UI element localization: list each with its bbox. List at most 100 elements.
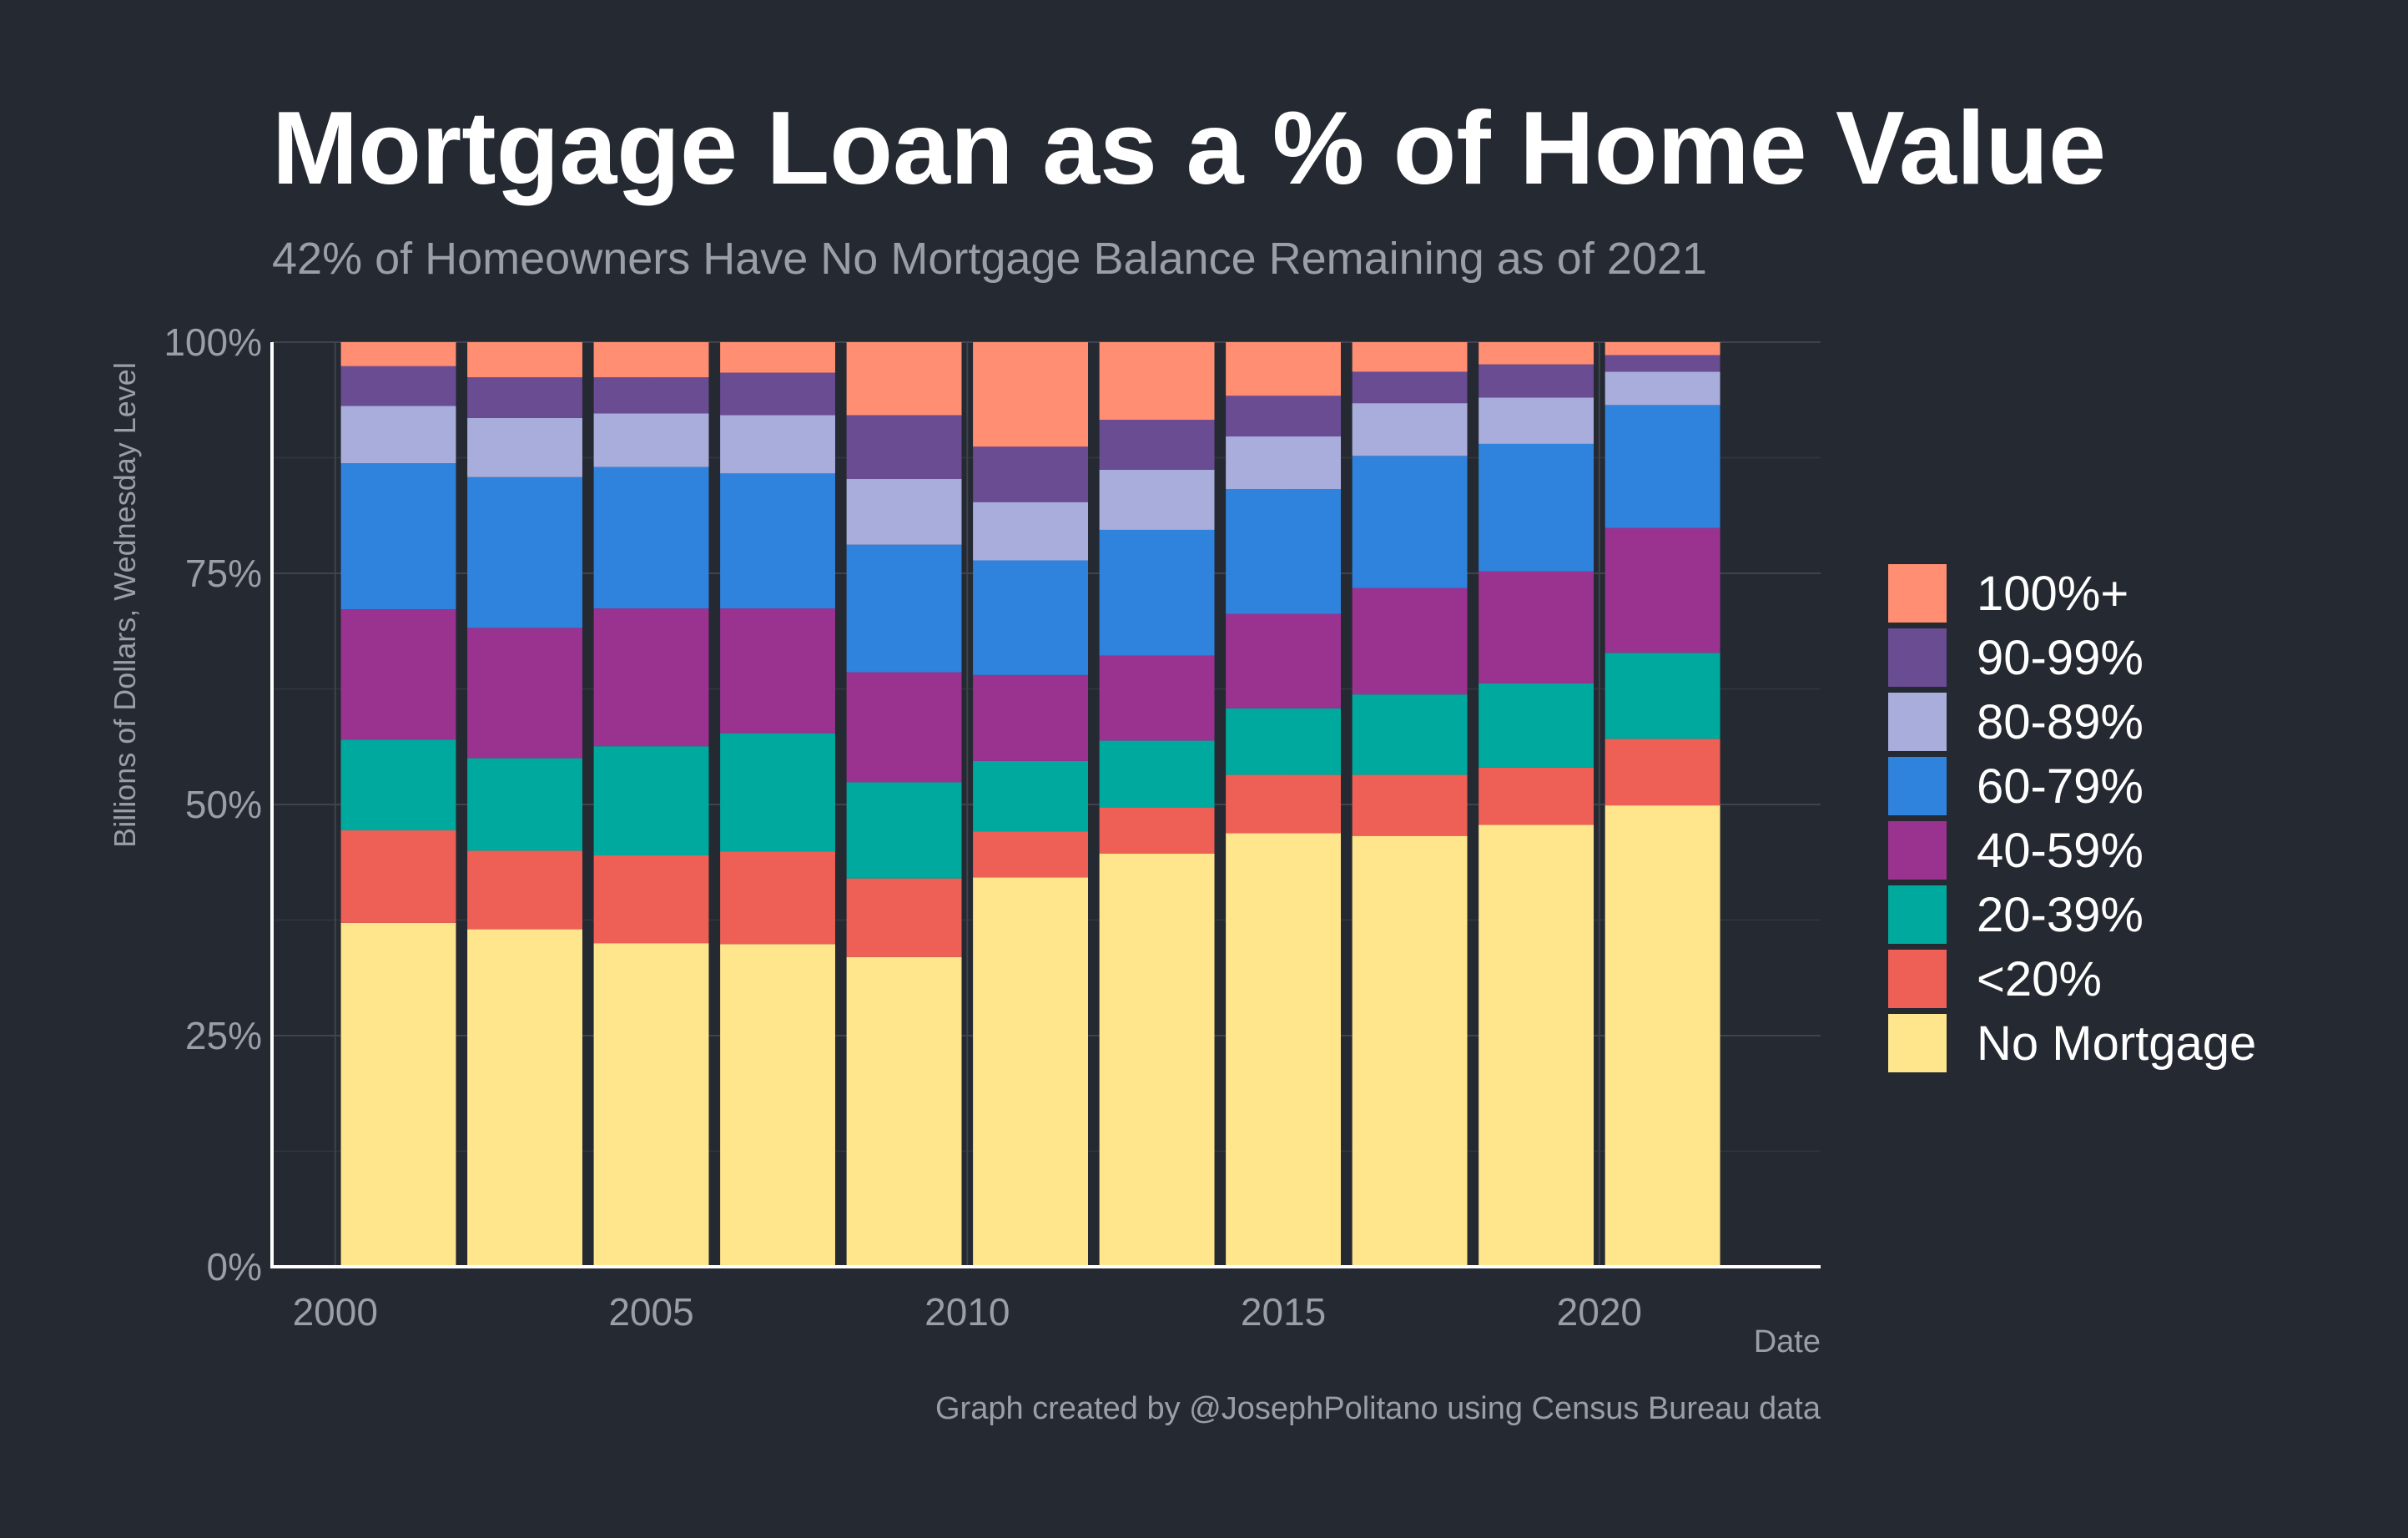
bar-segment <box>1352 835 1468 1267</box>
y-axis-title: Billions of Dollars, Wednesday Level <box>108 362 142 848</box>
bar-segment <box>467 850 582 930</box>
bar-segment <box>720 473 835 609</box>
bar-segment <box>467 477 582 628</box>
bar-segment <box>593 746 709 855</box>
y-tick-label: 100% <box>164 320 262 364</box>
bar-segment <box>720 372 835 416</box>
bar-segment <box>1604 805 1720 1267</box>
x-tick-label: 2020 <box>1557 1290 1642 1334</box>
bar-segment <box>593 342 709 378</box>
legend-swatch <box>1888 564 1947 623</box>
bar-segment <box>1604 355 1720 372</box>
x-axis-title: Date <box>1754 1324 1821 1359</box>
bar-segment <box>1604 739 1720 806</box>
legend-swatch <box>1888 821 1947 880</box>
legend-label: 60-79% <box>1977 759 2144 814</box>
bar-segment <box>973 446 1088 502</box>
legend-label: 40-59% <box>1977 824 2144 878</box>
x-tick-label: 2015 <box>1241 1290 1326 1334</box>
bar-segment <box>1099 469 1215 530</box>
bar-segment <box>1604 342 1720 356</box>
bar-segment <box>593 466 709 609</box>
bar-segment <box>340 366 456 406</box>
bar-segment <box>846 956 962 1267</box>
legend-label: <20% <box>1977 952 2102 1006</box>
x-tick-label: 2000 <box>293 1290 378 1334</box>
bar-segment <box>1226 396 1342 437</box>
bar-segment <box>973 560 1088 675</box>
bar-segment <box>846 878 962 957</box>
bar-segment <box>467 377 582 418</box>
bar-segment <box>720 342 835 373</box>
bar-segment <box>467 628 582 759</box>
bar-segment <box>973 877 1088 1267</box>
bar-segment <box>1479 342 1594 365</box>
bar-segment <box>340 463 456 610</box>
bars <box>340 342 1720 1267</box>
bar-segment <box>593 608 709 747</box>
bar-segment <box>593 943 709 1267</box>
bar-segment <box>1352 587 1468 695</box>
bar-segment <box>1226 708 1342 775</box>
legend-label: 90-99% <box>1977 631 2144 685</box>
legend-swatch <box>1888 950 1947 1008</box>
bar-segment <box>1352 342 1468 372</box>
bar-segment <box>1226 436 1342 490</box>
bar-segment <box>973 760 1088 832</box>
chart-caption: Graph created by @JosephPolitano using C… <box>935 1391 1821 1426</box>
bar-segment <box>846 544 962 673</box>
bar-segment <box>340 342 456 366</box>
y-tick-label: 0% <box>207 1245 262 1288</box>
bar-segment <box>846 782 962 879</box>
bar-segment <box>720 415 835 474</box>
legend-swatch <box>1888 628 1947 687</box>
bar-segment <box>973 831 1088 878</box>
bar-segment <box>1099 655 1215 741</box>
bar-segment <box>1226 774 1342 834</box>
legend-swatch <box>1888 1014 1947 1072</box>
bar-segment <box>846 415 962 479</box>
bar-segment <box>1226 489 1342 614</box>
chart-subtitle: 42% of Homeowners Have No Mortgage Balan… <box>272 234 1707 284</box>
bar-segment <box>467 342 582 378</box>
bar-segment <box>1479 683 1594 768</box>
bar-segment <box>1479 824 1594 1267</box>
legend-swatch <box>1888 693 1947 751</box>
bar-segment <box>340 830 456 923</box>
bar-segment <box>467 758 582 851</box>
bar-segment <box>1479 767 1594 825</box>
bar-segment <box>1479 571 1594 683</box>
legend-label: 100%+ <box>1977 567 2128 621</box>
legend-label: 80-89% <box>1977 695 2144 749</box>
bar-segment <box>1099 853 1215 1267</box>
bar-segment <box>340 922 456 1267</box>
bar-segment <box>1352 371 1468 404</box>
bar-segment <box>467 929 582 1267</box>
bar-segment <box>467 417 582 477</box>
bar-segment <box>1099 807 1215 854</box>
legend-label: No Mortgage <box>1977 1016 2256 1071</box>
bar-segment <box>1226 833 1342 1267</box>
bar-segment <box>1099 420 1215 470</box>
axes <box>270 342 1821 1268</box>
bar-segment <box>1099 342 1215 421</box>
bar-segment <box>1479 443 1594 572</box>
bar-segment <box>720 733 835 852</box>
bar-segment <box>1604 405 1720 528</box>
bar-segment <box>1226 613 1342 708</box>
bar-segment <box>1604 371 1720 406</box>
bar-segment <box>340 739 456 831</box>
chart-title: Mortgage Loan as a % of Home Value <box>272 91 2106 206</box>
bar-segment <box>720 608 835 734</box>
legend: 100%+ 90-99% 80-89% 60-79% 40-59% 20-39% <20% N… <box>1888 564 2256 1072</box>
bar-segment <box>846 478 962 545</box>
bar-segment <box>846 342 962 416</box>
legend-swatch <box>1888 757 1947 815</box>
bar-segment <box>1099 529 1215 656</box>
bar-segment <box>593 413 709 467</box>
bar-segment <box>1479 364 1594 398</box>
bar-segment <box>1604 527 1720 653</box>
bar-segment <box>1352 694 1468 775</box>
